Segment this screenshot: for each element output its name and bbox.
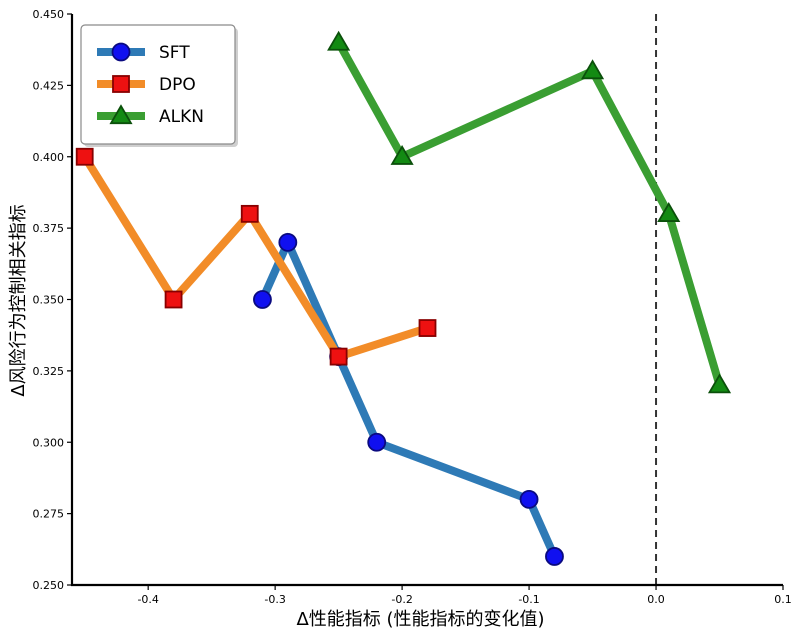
data-point-sft-3 [367, 432, 387, 452]
legend-label-sft: SFT [159, 43, 190, 63]
data-point-sft-5 [545, 547, 564, 566]
data-point-alkn-4 [707, 373, 732, 394]
y-tick-label: 0.350 [33, 294, 65, 307]
x-tick-label: -0.1 [518, 593, 539, 606]
x-tick-label: -0.4 [137, 593, 158, 606]
data-point-dpo-4 [418, 319, 437, 337]
y-tick-label: 0.300 [33, 436, 65, 449]
legend-marker-sft [111, 42, 131, 62]
legend-label-dpo: DPO [159, 75, 196, 95]
marks-layer [75, 14, 732, 585]
y-tick-label: 0.450 [33, 8, 65, 21]
data-point-dpo-1 [164, 290, 183, 309]
x-tick-label: -0.3 [264, 593, 285, 606]
data-point-sft-0 [253, 290, 272, 309]
series-line-sft [258, 232, 559, 559]
data-point-dpo-3 [329, 347, 348, 366]
data-point-dpo-0 [75, 147, 94, 166]
y-tick-label: 0.400 [33, 151, 65, 164]
y-tick-label: 0.325 [33, 365, 65, 378]
y-tick-label: 0.275 [33, 508, 65, 521]
y-tick-label: 0.250 [33, 579, 65, 592]
series-sft [253, 232, 564, 566]
x-tick-label: 0.0 [647, 593, 665, 606]
legend-entry-dpo: DPO [97, 75, 196, 95]
data-point-sft-4 [519, 489, 539, 509]
x-tick-label: -0.2 [391, 593, 412, 606]
series-line-dpo [81, 154, 429, 362]
y-tick-label: 0.425 [33, 79, 65, 92]
legend-label-alkn: ALKN [159, 107, 204, 127]
x-tick-label: 0.1 [774, 593, 792, 606]
legend-marker-dpo [112, 75, 130, 93]
series-alkn [327, 30, 732, 394]
data-point-alkn-2 [580, 59, 605, 80]
y-tick-label: 0.375 [33, 222, 65, 235]
series-dpo [75, 147, 437, 366]
axes-layer: -0.4 -0.3 -0.2 -0.1 0.0 0.1 0.250 0.275 0.300 0.3… [8, 8, 792, 630]
legend-entry-alkn: ALKN [97, 104, 204, 127]
legend: SFT DPO ALKN [80, 24, 238, 147]
data-point-alkn-3 [657, 202, 681, 222]
x-axis-label: Δ性能指标 (性能指标的变化值) [296, 609, 544, 630]
legend-marker-alkn [109, 104, 133, 125]
legend-entry-sft: SFT [97, 42, 190, 63]
y-axis-label: Δ风险行为控制相关指标 [8, 204, 29, 396]
data-point-sft-1 [278, 232, 298, 252]
data-point-alkn-0 [327, 30, 351, 51]
data-point-dpo-2 [240, 204, 259, 223]
data-point-alkn-1 [390, 144, 414, 165]
